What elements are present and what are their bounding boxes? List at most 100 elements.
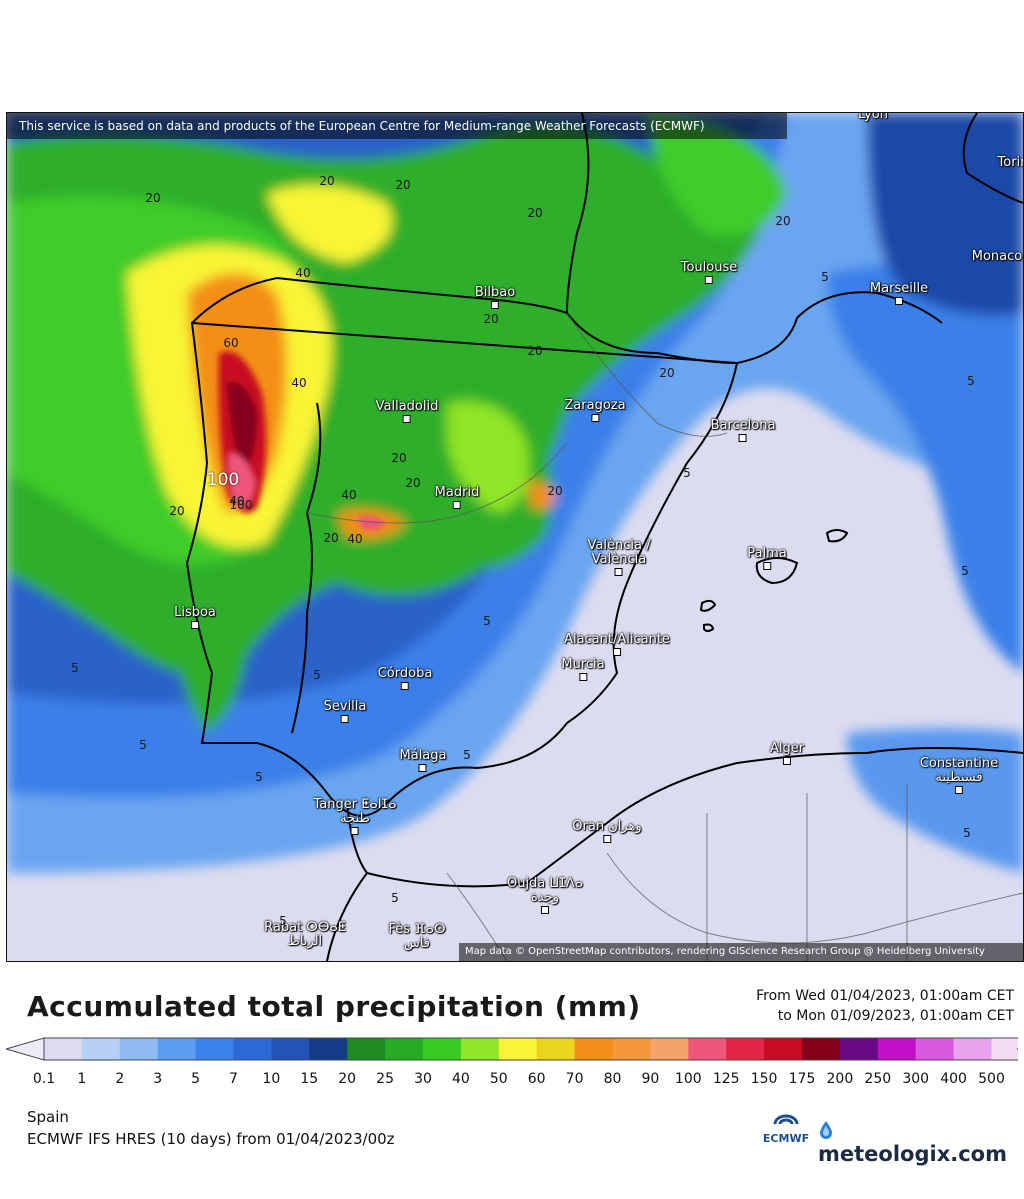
legend-color-swatch	[612, 1038, 651, 1060]
contour-label: 100	[206, 470, 240, 490]
legend-color-swatch	[271, 1038, 310, 1060]
legend-color-swatch	[991, 1038, 1018, 1060]
legend-tick-label: 5	[191, 1071, 201, 1087]
contour-label: 5	[463, 748, 471, 762]
city-lisboa[interactable]: Lisboa	[174, 605, 216, 629]
legend-color-swatch	[498, 1038, 538, 1060]
legend-tick-label: 500	[978, 1071, 1005, 1087]
ecmwf-emblem-icon	[773, 1114, 799, 1125]
color-scale-legend	[6, 1037, 1018, 1061]
legend-overflow-arrow	[1016, 1048, 1018, 1050]
city-alger[interactable]: Alger	[770, 741, 804, 765]
legend-color-swatch	[536, 1038, 576, 1060]
city-alicante[interactable]: Alacant/Alicante	[564, 632, 670, 656]
legend-tick-label: 1	[77, 1071, 87, 1087]
legend-tick-label: 10	[262, 1071, 281, 1087]
city-oran[interactable]: Oran وهران	[572, 819, 642, 843]
legend-color-swatch	[309, 1038, 348, 1060]
contour-label: 20	[169, 504, 185, 518]
contour-label: 5	[139, 738, 147, 752]
legend-color-swatch	[574, 1038, 613, 1060]
contour-label: 40	[347, 532, 363, 546]
contour-label: 20	[775, 214, 791, 228]
legend-color-swatch	[650, 1038, 689, 1060]
legend-color-swatch	[423, 1038, 462, 1060]
contour-label: 20	[395, 178, 411, 192]
city-madrid[interactable]: Madrid	[435, 485, 479, 509]
city-oujda[interactable]: Oujda ⵡⵊⴷⴰ وجدة	[507, 877, 583, 914]
city-toulouse[interactable]: Toulouse	[681, 260, 737, 284]
legend-color-swatch	[460, 1038, 500, 1060]
contour-label: 60	[223, 336, 239, 350]
legend-color-swatch	[877, 1038, 917, 1060]
city-monaco[interactable]: Monaco	[971, 249, 1023, 264]
legend-color-swatch	[839, 1038, 879, 1060]
forecast-period: From Wed 01/04/2023, 01:00am CET to Mon …	[756, 986, 1014, 1026]
contour-label: 40	[295, 266, 311, 280]
city-dot	[418, 764, 427, 772]
contour-label: 5	[683, 466, 691, 480]
legend-tick-label: 90	[641, 1071, 660, 1087]
city-dot	[615, 568, 623, 576]
legend-tick-label: 20	[338, 1071, 357, 1087]
city-murcia[interactable]: Murcia	[561, 657, 605, 681]
city-constantine[interactable]: Constantine قسنطينة	[920, 757, 998, 794]
city-marseille[interactable]: Marseille	[870, 281, 928, 305]
contour-label: 40	[291, 376, 307, 390]
legend-tick-label: 400	[940, 1071, 967, 1087]
legend-color-swatch	[688, 1038, 727, 1060]
city-rabat[interactable]: Rabat ⵔⴱⴰⵟ الرباط	[264, 920, 346, 949]
contour-label: 40	[229, 494, 245, 508]
city-malaga[interactable]: Málaga	[400, 748, 446, 772]
city-valladolid[interactable]: Valladolid	[376, 399, 438, 423]
city-valencia[interactable]: València / València	[588, 539, 650, 576]
precipitation-field	[7, 113, 1023, 961]
contour-label: 20	[323, 531, 339, 545]
city-torino[interactable]: Torin	[997, 155, 1023, 170]
ecmwf-logo[interactable]: ECMWF	[760, 1112, 812, 1145]
city-dot	[341, 715, 349, 723]
contour-label: 20	[527, 206, 543, 220]
contour-label: 5	[279, 914, 287, 928]
contour-label: 5	[821, 270, 829, 284]
legend-tick-label: 50	[489, 1071, 508, 1087]
legend-title: Accumulated total precipitation (mm)	[27, 990, 641, 1023]
legend-tick-label: 60	[527, 1071, 546, 1087]
region-label: Spain	[27, 1108, 69, 1126]
precipitation-map[interactable]: This service is based on data and produc…	[6, 112, 1024, 962]
city-bilbao[interactable]: Bilbao	[475, 285, 515, 309]
legend-tick-label: 300	[902, 1071, 930, 1087]
contour-label: 5	[483, 614, 491, 628]
city-dot	[613, 648, 621, 656]
legend-tick-label: 80	[603, 1071, 622, 1087]
city-tanger[interactable]: Tanger ⵟⴰⵏⵊⴰ طنجة	[314, 798, 396, 835]
city-palma[interactable]: Palma	[747, 546, 787, 570]
legend-underflow-arrow	[6, 1037, 45, 1061]
city-zaragoza[interactable]: Zaragoza	[564, 398, 626, 422]
city-dot	[400, 682, 409, 690]
city-dot	[579, 673, 587, 681]
legend-tick-label: 175	[788, 1071, 816, 1087]
legend-color-swatch	[726, 1038, 765, 1060]
legend-color-swatch	[764, 1038, 803, 1060]
contour-label: 5	[391, 891, 399, 905]
city-lyon[interactable]: Lyon	[858, 112, 888, 122]
legend-tick-label: 30	[414, 1071, 432, 1087]
contour-label: 5	[313, 668, 321, 682]
legend-tick-label: 40	[451, 1071, 470, 1087]
city-dot	[894, 297, 903, 305]
contour-label: 5	[967, 374, 975, 388]
contour-label: 20	[319, 174, 335, 188]
city-barcelona[interactable]: Barcelona	[711, 418, 775, 442]
city-dot	[453, 501, 461, 509]
city-sevilla[interactable]: Sevilla	[324, 699, 366, 723]
city-dot	[763, 562, 771, 570]
city-dot	[602, 835, 611, 843]
meteologix-logo[interactable]: meteologix.com	[818, 1118, 1024, 1166]
city-cordoba[interactable]: Córdoba	[378, 666, 432, 690]
contour-label: 5	[961, 564, 969, 578]
legend-frame	[43, 1037, 1018, 1061]
city-dot	[782, 757, 791, 765]
city-dot	[490, 301, 499, 309]
city-fes[interactable]: Fès ⴼⴰⵙ فاس	[388, 922, 446, 951]
